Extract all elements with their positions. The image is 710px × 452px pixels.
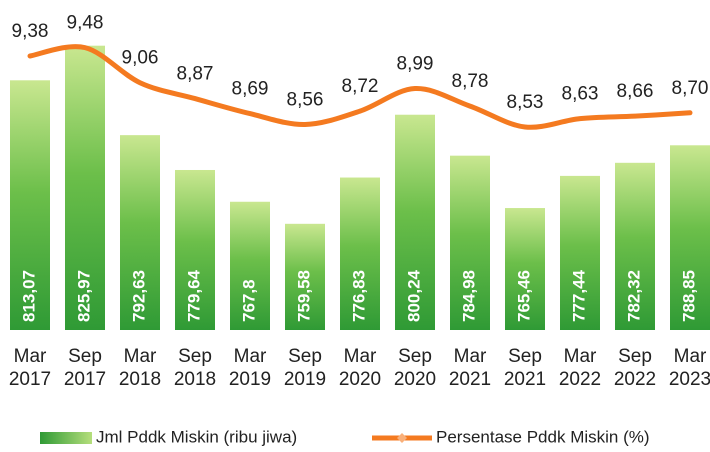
legend-swatch — [40, 432, 92, 444]
bar — [65, 45, 105, 330]
line-value-label: 8,63 — [562, 84, 599, 105]
bar-value-label: 765,46 — [514, 270, 533, 322]
bar-value-label: 813,07 — [19, 270, 38, 322]
bar — [505, 208, 545, 330]
x-tick-label: Sep 2017 — [63, 346, 107, 390]
line-value-label: 9,38 — [12, 21, 49, 42]
x-tick-label: Mar 2018 — [118, 346, 162, 390]
line-value-label: 8,53 — [507, 92, 544, 113]
bar-value-label: 784,98 — [459, 270, 478, 322]
x-tick-label: Mar 2020 — [338, 346, 382, 390]
bar-value-label: 792,63 — [129, 270, 148, 322]
x-tick-label: Sep 2018 — [173, 346, 217, 390]
line-value-label: 8,99 — [397, 54, 434, 75]
line-value-label: 8,66 — [617, 81, 654, 102]
legend-label: Persentase Pddk Miskin (%) — [436, 427, 650, 446]
x-tick-label: Sep 2022 — [613, 346, 657, 390]
bar — [10, 80, 50, 330]
line-value-label: 8,72 — [342, 76, 379, 97]
x-tick-label: Sep 2021 — [503, 346, 547, 390]
bar-value-label: 825,97 — [74, 270, 93, 322]
bar — [230, 201, 270, 330]
line — [27, 44, 693, 130]
x-tick-label: Sep 2019 — [283, 346, 327, 390]
line-value-label: 9,06 — [122, 48, 159, 69]
bar-value-label: 776,83 — [349, 270, 368, 322]
bar — [285, 223, 325, 330]
x-tick-label: Mar 2019 — [228, 346, 272, 390]
bar — [450, 155, 490, 330]
bar-value-label: 782,32 — [624, 270, 643, 322]
line-value-label: 8,87 — [177, 64, 214, 85]
bar — [395, 114, 435, 330]
x-tick-label: Mar 2023 — [668, 346, 710, 390]
legend-marker — [397, 433, 407, 443]
bar-value-label: 779,64 — [184, 269, 203, 322]
x-tick-label: Sep 2020 — [393, 346, 437, 390]
line-value-label: 8,78 — [452, 71, 489, 92]
bar-value-label: 759,58 — [294, 270, 313, 322]
bar — [670, 145, 710, 330]
bar — [175, 169, 215, 330]
x-tick-label: Mar 2021 — [448, 346, 492, 390]
line-value-label: 8,70 — [672, 78, 709, 99]
x-tick-label: Mar 2017 — [8, 346, 52, 390]
bar — [340, 177, 380, 330]
bar-value-label: 777,44 — [569, 269, 588, 322]
legend-label: Jml Pddk Miskin (ribu jiwa) — [96, 427, 297, 446]
x-tick-label: Mar 2022 — [558, 346, 602, 390]
bar-value-label: 800,24 — [404, 269, 423, 322]
line-value-label: 9,48 — [67, 13, 104, 34]
bar — [560, 175, 600, 330]
line-value-label: 8,56 — [287, 89, 324, 110]
bar — [615, 162, 655, 330]
bar — [120, 135, 160, 330]
bar-value-label: 788,85 — [679, 270, 698, 322]
line-value-label: 8,69 — [232, 79, 269, 100]
bar-value-label: 767,8 — [239, 279, 258, 322]
